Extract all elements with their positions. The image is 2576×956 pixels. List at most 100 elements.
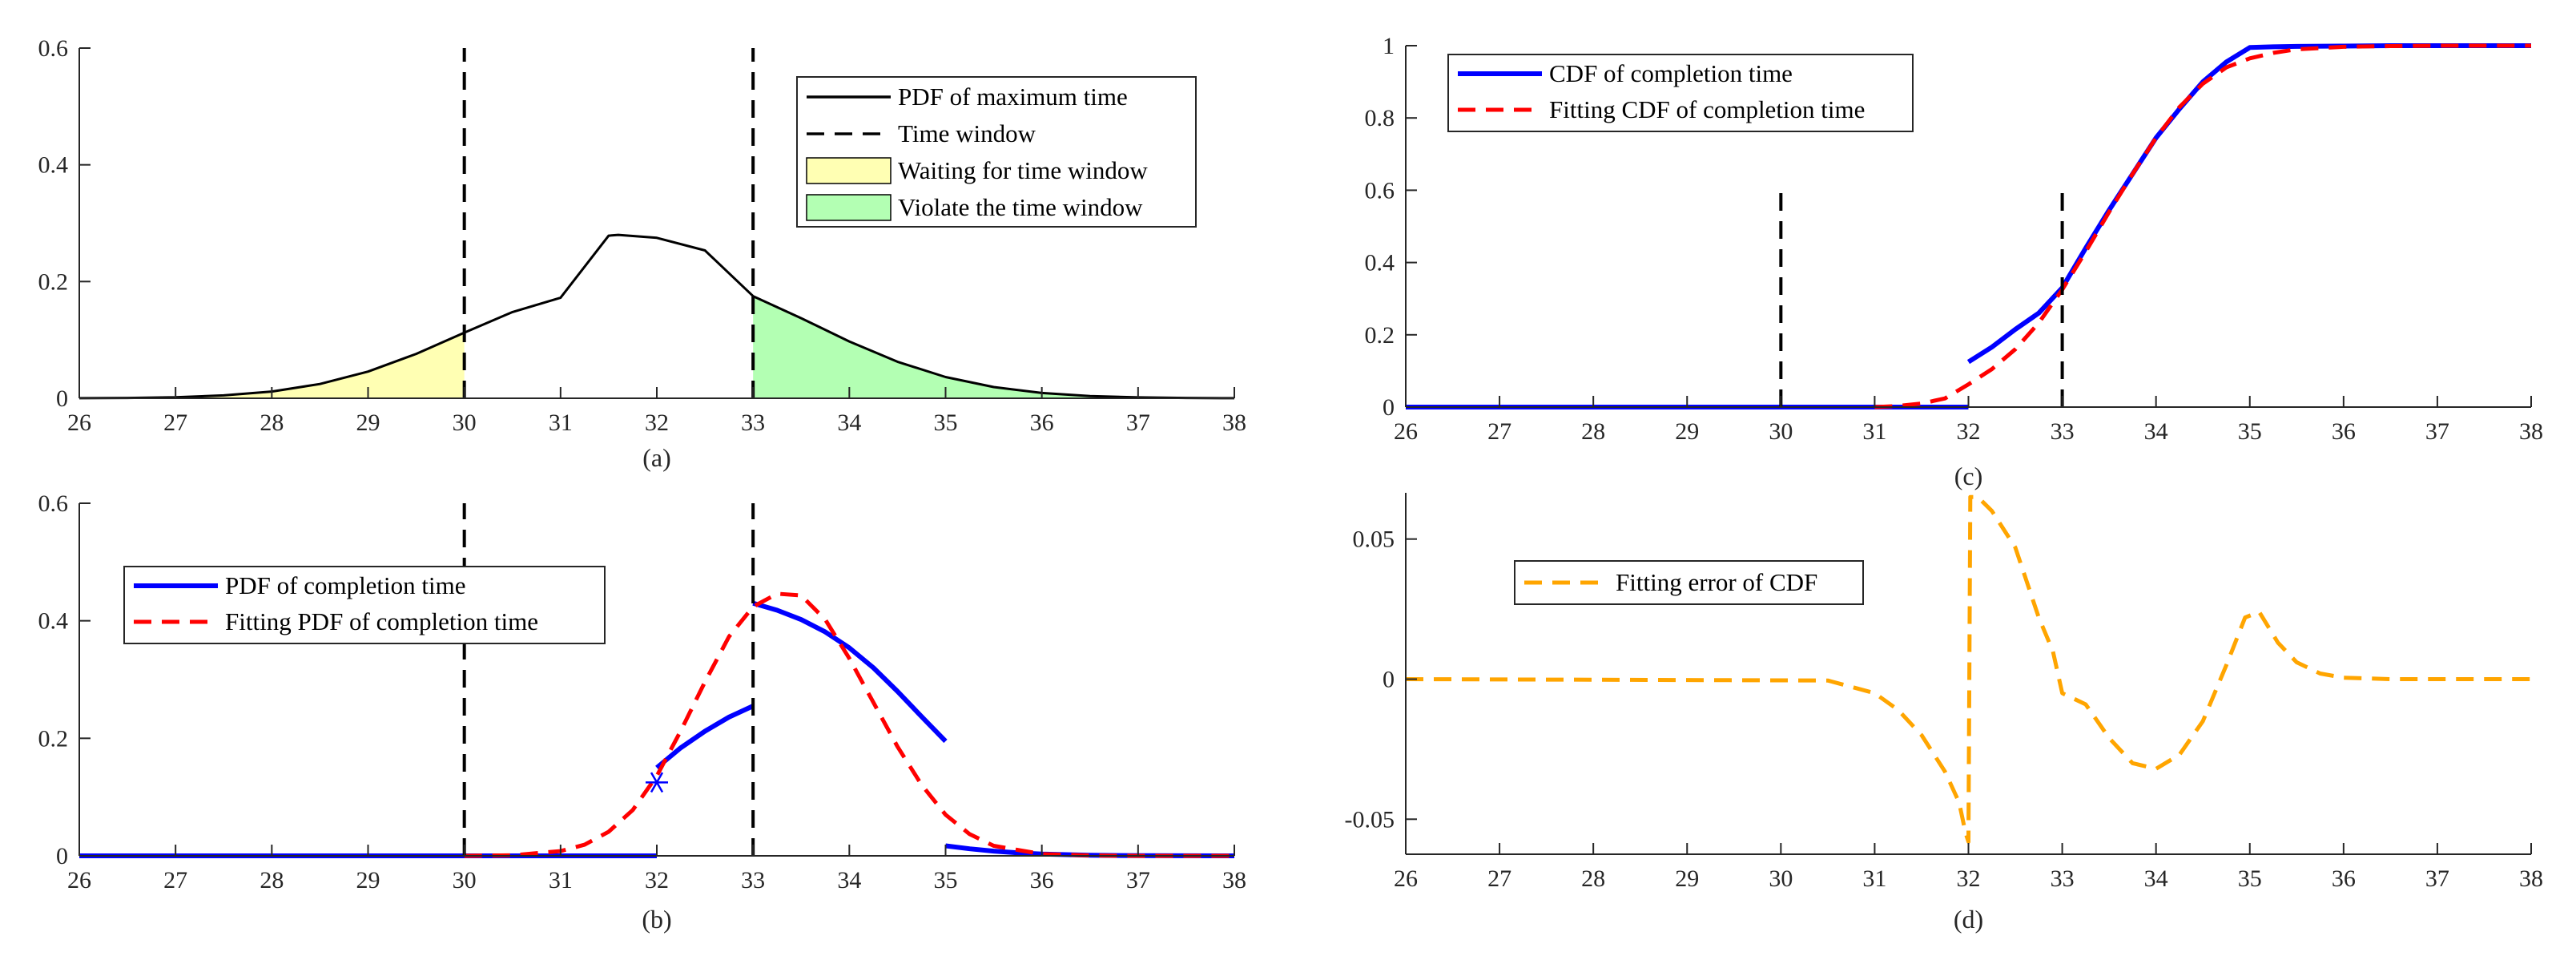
marker-0 bbox=[646, 772, 668, 793]
y-tick-label: 0.05 bbox=[1353, 526, 1395, 553]
legend-label: PDF of completion time bbox=[225, 571, 466, 599]
x-tick-label: 33 bbox=[2051, 865, 2075, 892]
x-tick-label: 35 bbox=[934, 409, 958, 436]
legend-box bbox=[1514, 560, 1864, 605]
legend-swatch-patch bbox=[806, 194, 892, 221]
legend-label: CDF of completion time bbox=[1549, 59, 1793, 87]
x-tick-label: 28 bbox=[1581, 418, 1605, 445]
legend-entry-3: Violate the time window bbox=[806, 193, 1143, 221]
x-tick-label: 36 bbox=[1030, 409, 1054, 436]
panel-caption: (b) bbox=[642, 905, 671, 934]
series-line-0-2 bbox=[752, 600, 948, 744]
legend-entry-2: Waiting for time window bbox=[806, 156, 1148, 184]
legend-swatch-patch bbox=[806, 157, 892, 184]
x-tick-label: 30 bbox=[453, 409, 477, 436]
x-tick-label: 29 bbox=[1675, 865, 1699, 892]
x-tick-label: 27 bbox=[1487, 418, 1511, 445]
series-line-0-1 bbox=[655, 704, 755, 770]
x-tick-label: 28 bbox=[260, 409, 284, 436]
x-tick-label: 35 bbox=[934, 867, 958, 893]
x-tick-label: 32 bbox=[1957, 865, 1981, 892]
x-tick-label: 30 bbox=[1769, 418, 1793, 445]
x-tick-label: 31 bbox=[1862, 418, 1886, 445]
y-tick-label: 0.6 bbox=[38, 490, 69, 517]
x-tick-label: 33 bbox=[741, 867, 765, 893]
x-tick-label: 38 bbox=[1222, 867, 1246, 893]
x-tick-label: 31 bbox=[549, 867, 573, 893]
x-tick-label: 27 bbox=[1487, 865, 1511, 892]
y-tick-label: 0.4 bbox=[1365, 250, 1395, 276]
legend-entry-1: Fitting CDF of completion time bbox=[1458, 95, 1865, 123]
x-tick-label: 38 bbox=[2519, 418, 2543, 445]
y-tick-label: 0.2 bbox=[38, 725, 69, 752]
y-tick-label: 0 bbox=[1383, 394, 1395, 421]
legend-label: Time window bbox=[898, 119, 1036, 147]
x-tick-label: 35 bbox=[2238, 418, 2262, 445]
legend: PDF of maximum time Time window Waiting fo… bbox=[796, 76, 1197, 228]
y-tick-label: 0 bbox=[1383, 666, 1395, 692]
legend-entry-0: CDF of completion time bbox=[1458, 59, 1793, 87]
x-tick-label: 30 bbox=[453, 867, 477, 893]
x-tick-label: 34 bbox=[2144, 865, 2168, 892]
y-tick-label: 0.6 bbox=[1365, 177, 1395, 204]
marker-stroke bbox=[650, 772, 664, 793]
legend-label: Waiting for time window bbox=[898, 156, 1148, 184]
x-tick-label: 29 bbox=[356, 409, 380, 436]
x-tick-label: 34 bbox=[837, 867, 861, 893]
x-tick-label: 38 bbox=[1222, 409, 1246, 436]
x-tick-label: 35 bbox=[2238, 865, 2262, 892]
legend-label: Fitting error of CDF bbox=[1616, 568, 1817, 596]
x-tick-label: 32 bbox=[645, 867, 669, 893]
x-tick-label: 36 bbox=[2332, 418, 2356, 445]
y-tick-label: 1 bbox=[1383, 33, 1395, 59]
legend-box bbox=[1447, 54, 1914, 132]
plot-area bbox=[79, 503, 1234, 856]
series-line-1-0 bbox=[1874, 43, 2531, 409]
legend: CDF of completion time Fitting CDF of com… bbox=[1447, 54, 1914, 132]
x-tick-label: 34 bbox=[837, 409, 861, 436]
x-tick-label: 29 bbox=[1675, 418, 1699, 445]
legend: Fitting error of CDF bbox=[1514, 560, 1864, 605]
series-line-1-0 bbox=[464, 591, 1234, 858]
x-tick-label: 37 bbox=[2425, 865, 2449, 892]
series-line-0-0 bbox=[78, 233, 1235, 400]
x-tick-label: 27 bbox=[163, 409, 187, 436]
x-tick-label: 38 bbox=[2519, 865, 2543, 892]
x-tick-label: 26 bbox=[1394, 865, 1418, 892]
x-tick-label: 30 bbox=[1769, 865, 1793, 892]
x-tick-label: 29 bbox=[356, 867, 380, 893]
legend-label: PDF of maximum time bbox=[898, 83, 1128, 111]
legend-label: Fitting CDF of completion time bbox=[1549, 95, 1865, 123]
legend-box bbox=[123, 566, 606, 644]
y-tick-label: 0.2 bbox=[1365, 322, 1395, 349]
y-tick-label: 0.8 bbox=[1365, 105, 1395, 131]
panel-b: 26 27 28 29 30 31 32 33 34 35 36 37 38 0 0.2 0.4 0.6 (b) P… bbox=[38, 490, 1247, 934]
x-tick-label: 28 bbox=[1581, 865, 1605, 892]
x-tick-label: 37 bbox=[1126, 409, 1150, 436]
fill-area-1 bbox=[753, 296, 1234, 398]
panel-c: 26 27 28 29 30 31 32 33 34 35 36 37 38 0 0.2 0.4 0.6 0.8 1… bbox=[1365, 33, 2544, 490]
x-tick-label: 26 bbox=[67, 867, 91, 893]
y-tick-label: 0.6 bbox=[38, 35, 69, 62]
panel-a: 26 27 28 29 30 31 32 33 34 35 36 37 38 0 0.2 0.4 0.6 (a) P… bbox=[38, 35, 1247, 472]
y-tick-label: 0 bbox=[56, 843, 68, 869]
y-tick-label: 0 bbox=[56, 385, 68, 412]
panel-caption: (d) bbox=[1954, 905, 1983, 934]
x-tick-label: 32 bbox=[645, 409, 669, 436]
y-tick-label: 0.2 bbox=[38, 268, 69, 295]
x-tick-label: 34 bbox=[2144, 418, 2168, 445]
x-tick-label: 36 bbox=[2332, 865, 2356, 892]
panel-caption: (a) bbox=[642, 443, 671, 472]
legend-entry-1: Fitting PDF of completion time bbox=[134, 607, 538, 635]
y-tick-label: 0.4 bbox=[38, 608, 69, 635]
legend-entry-0: PDF of completion time bbox=[134, 571, 466, 599]
y-tick-label: -0.05 bbox=[1345, 806, 1395, 833]
legend-label: Fitting PDF of completion time bbox=[225, 607, 538, 635]
panel-caption: (c) bbox=[1954, 462, 1983, 490]
legend-label: Violate the time window bbox=[898, 193, 1143, 221]
series-line-0-0 bbox=[1405, 494, 2531, 844]
fill-area-0 bbox=[79, 333, 465, 398]
legend-entry-1: Time window bbox=[807, 119, 1036, 147]
x-tick-label: 31 bbox=[549, 409, 573, 436]
